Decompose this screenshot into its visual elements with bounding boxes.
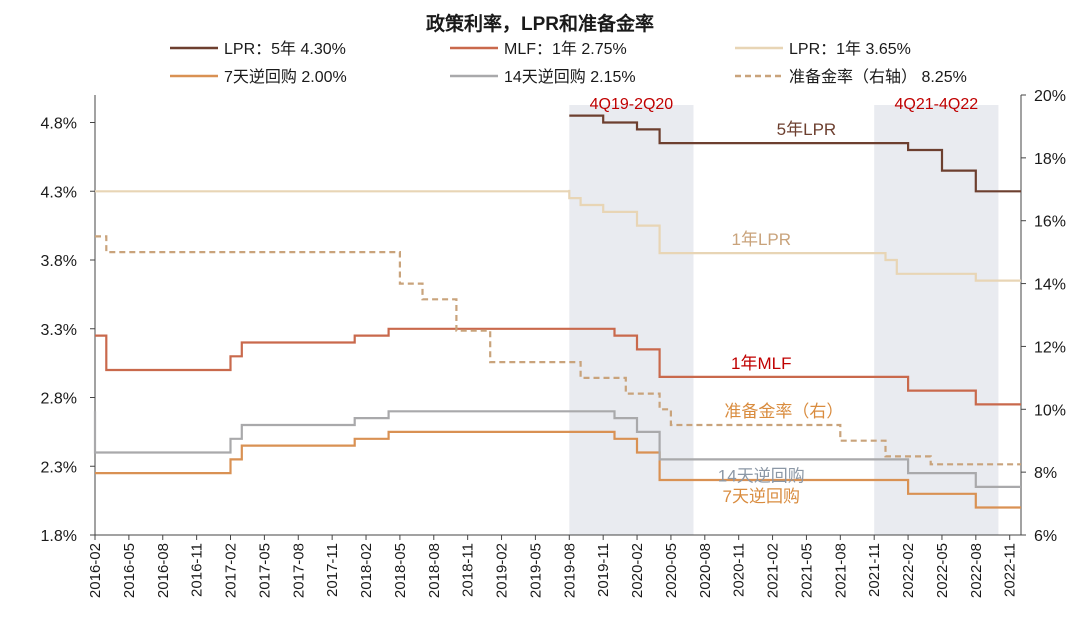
annotation-lpr1y: 1年LPR [732, 230, 792, 249]
x-tick-label: 2022-11 [1002, 543, 1019, 597]
y-right-tick-label: 6% [1034, 528, 1057, 545]
series-line-rrr [95, 235, 1021, 466]
y-left-tick-label: 2.8% [41, 391, 77, 408]
x-tick-label: 2018-08 [426, 543, 443, 598]
series-annotations: 5年LPR 1年LPR 1年MLF 准备金率（右） 14天逆回购 7天逆回购 [718, 120, 844, 506]
series-line-lpr5y [569, 114, 1021, 193]
x-tick-label: 2020-05 [663, 543, 680, 598]
shaded-region [874, 105, 999, 535]
shaded-region [569, 105, 694, 535]
legend-label: LPR：5年 4.30% [224, 40, 346, 58]
y-right-tick-label: 20% [1034, 88, 1066, 105]
x-tick-label: 2018-05 [392, 543, 409, 598]
x-tick-label: 2021-08 [832, 543, 849, 598]
x-tick-label: 2019-05 [527, 543, 544, 598]
x-tick-label: 2022-08 [968, 543, 985, 598]
annotation-rr14: 14天逆回购 [718, 466, 805, 485]
x-tick-label: 2017-11 [324, 543, 341, 597]
x-tick-label: 2019-11 [595, 543, 612, 597]
y-left-tick-label: 4.8% [41, 116, 77, 133]
x-tick-label: 2016-02 [87, 543, 104, 598]
x-tick-label: 2020-11 [731, 543, 748, 597]
y-right-tick-label: 8% [1034, 465, 1057, 482]
x-tick-label: 2020-08 [697, 543, 714, 598]
legend-label: 14天逆回购 2.15% [504, 68, 636, 86]
shaded-region-label: 4Q21-4Q22 [895, 96, 979, 113]
series-line-rr7 [95, 430, 1021, 509]
x-tick-label: 2017-02 [223, 543, 240, 598]
x-tick-label: 2019-08 [561, 543, 578, 598]
x-tick-label: 2017-08 [290, 543, 307, 598]
legend-label: 准备金率（右轴） 8.25% [789, 68, 967, 86]
y-left-tick-label: 1.8% [41, 528, 77, 545]
series-line-rr14 [93, 410, 1021, 488]
y-left-tick-label: 3.8% [41, 253, 77, 270]
series-line-mlf [95, 327, 1021, 406]
y-right-tick-label: 12% [1034, 339, 1066, 356]
x-tick-label: 2018-11 [460, 543, 477, 597]
y-right-tick-label: 18% [1034, 151, 1066, 168]
x-tick-label: 2020-02 [629, 543, 646, 598]
annotation-mlf: 1年MLF [731, 354, 791, 373]
y-right-tick-label: 10% [1034, 402, 1066, 419]
y-left-tick-label: 3.3% [41, 322, 77, 339]
y-right-tick-label: 14% [1034, 277, 1066, 294]
x-tick-label: 2016-11 [189, 543, 206, 597]
x-tick-label: 2022-02 [900, 543, 917, 598]
series-line-lpr1y [95, 189, 1021, 282]
x-tick-label: 2019-02 [494, 543, 511, 598]
x-tick-label: 2021-02 [765, 543, 782, 598]
x-tick-label: 2021-05 [798, 543, 815, 598]
axes: 1.8% 2.3% 2.8% 3.3% 3.8% 4.3% 4.8% 6% 8% 10% 12% 14… [41, 88, 1067, 598]
x-tick-label: 2018-02 [358, 543, 375, 598]
y-left-tick-label: 2.3% [41, 459, 77, 476]
x-tick-label: 2016-05 [121, 543, 138, 598]
legend-label: 7天逆回购 2.00% [224, 68, 347, 86]
x-tick-label: 2016-08 [155, 543, 172, 598]
annotation-lpr5y: 5年LPR [777, 120, 837, 139]
x-tick-label: 2017-05 [256, 543, 273, 598]
chart-title: 政策利率，LPR和准备金率 [426, 12, 654, 35]
shaded-region-label: 4Q19-2Q20 [590, 96, 674, 113]
annotation-rrr: 准备金率（右） [724, 402, 843, 421]
legend-label: LPR：1年 3.65% [789, 40, 911, 58]
series-lines [93, 114, 1021, 509]
y-right-tick-label: 16% [1034, 214, 1066, 231]
y-left-tick-label: 4.3% [41, 184, 77, 201]
legend: LPR：5年 4.30% MLF：1年 2.75% LPR：1年 3.65% 7天逆回… [170, 40, 967, 86]
x-tick-label: 2022-05 [934, 543, 951, 598]
legend-label: MLF：1年 2.75% [504, 40, 627, 58]
annotation-rr7: 7天逆回购 [723, 487, 800, 506]
x-tick-label: 2021-11 [866, 543, 883, 597]
